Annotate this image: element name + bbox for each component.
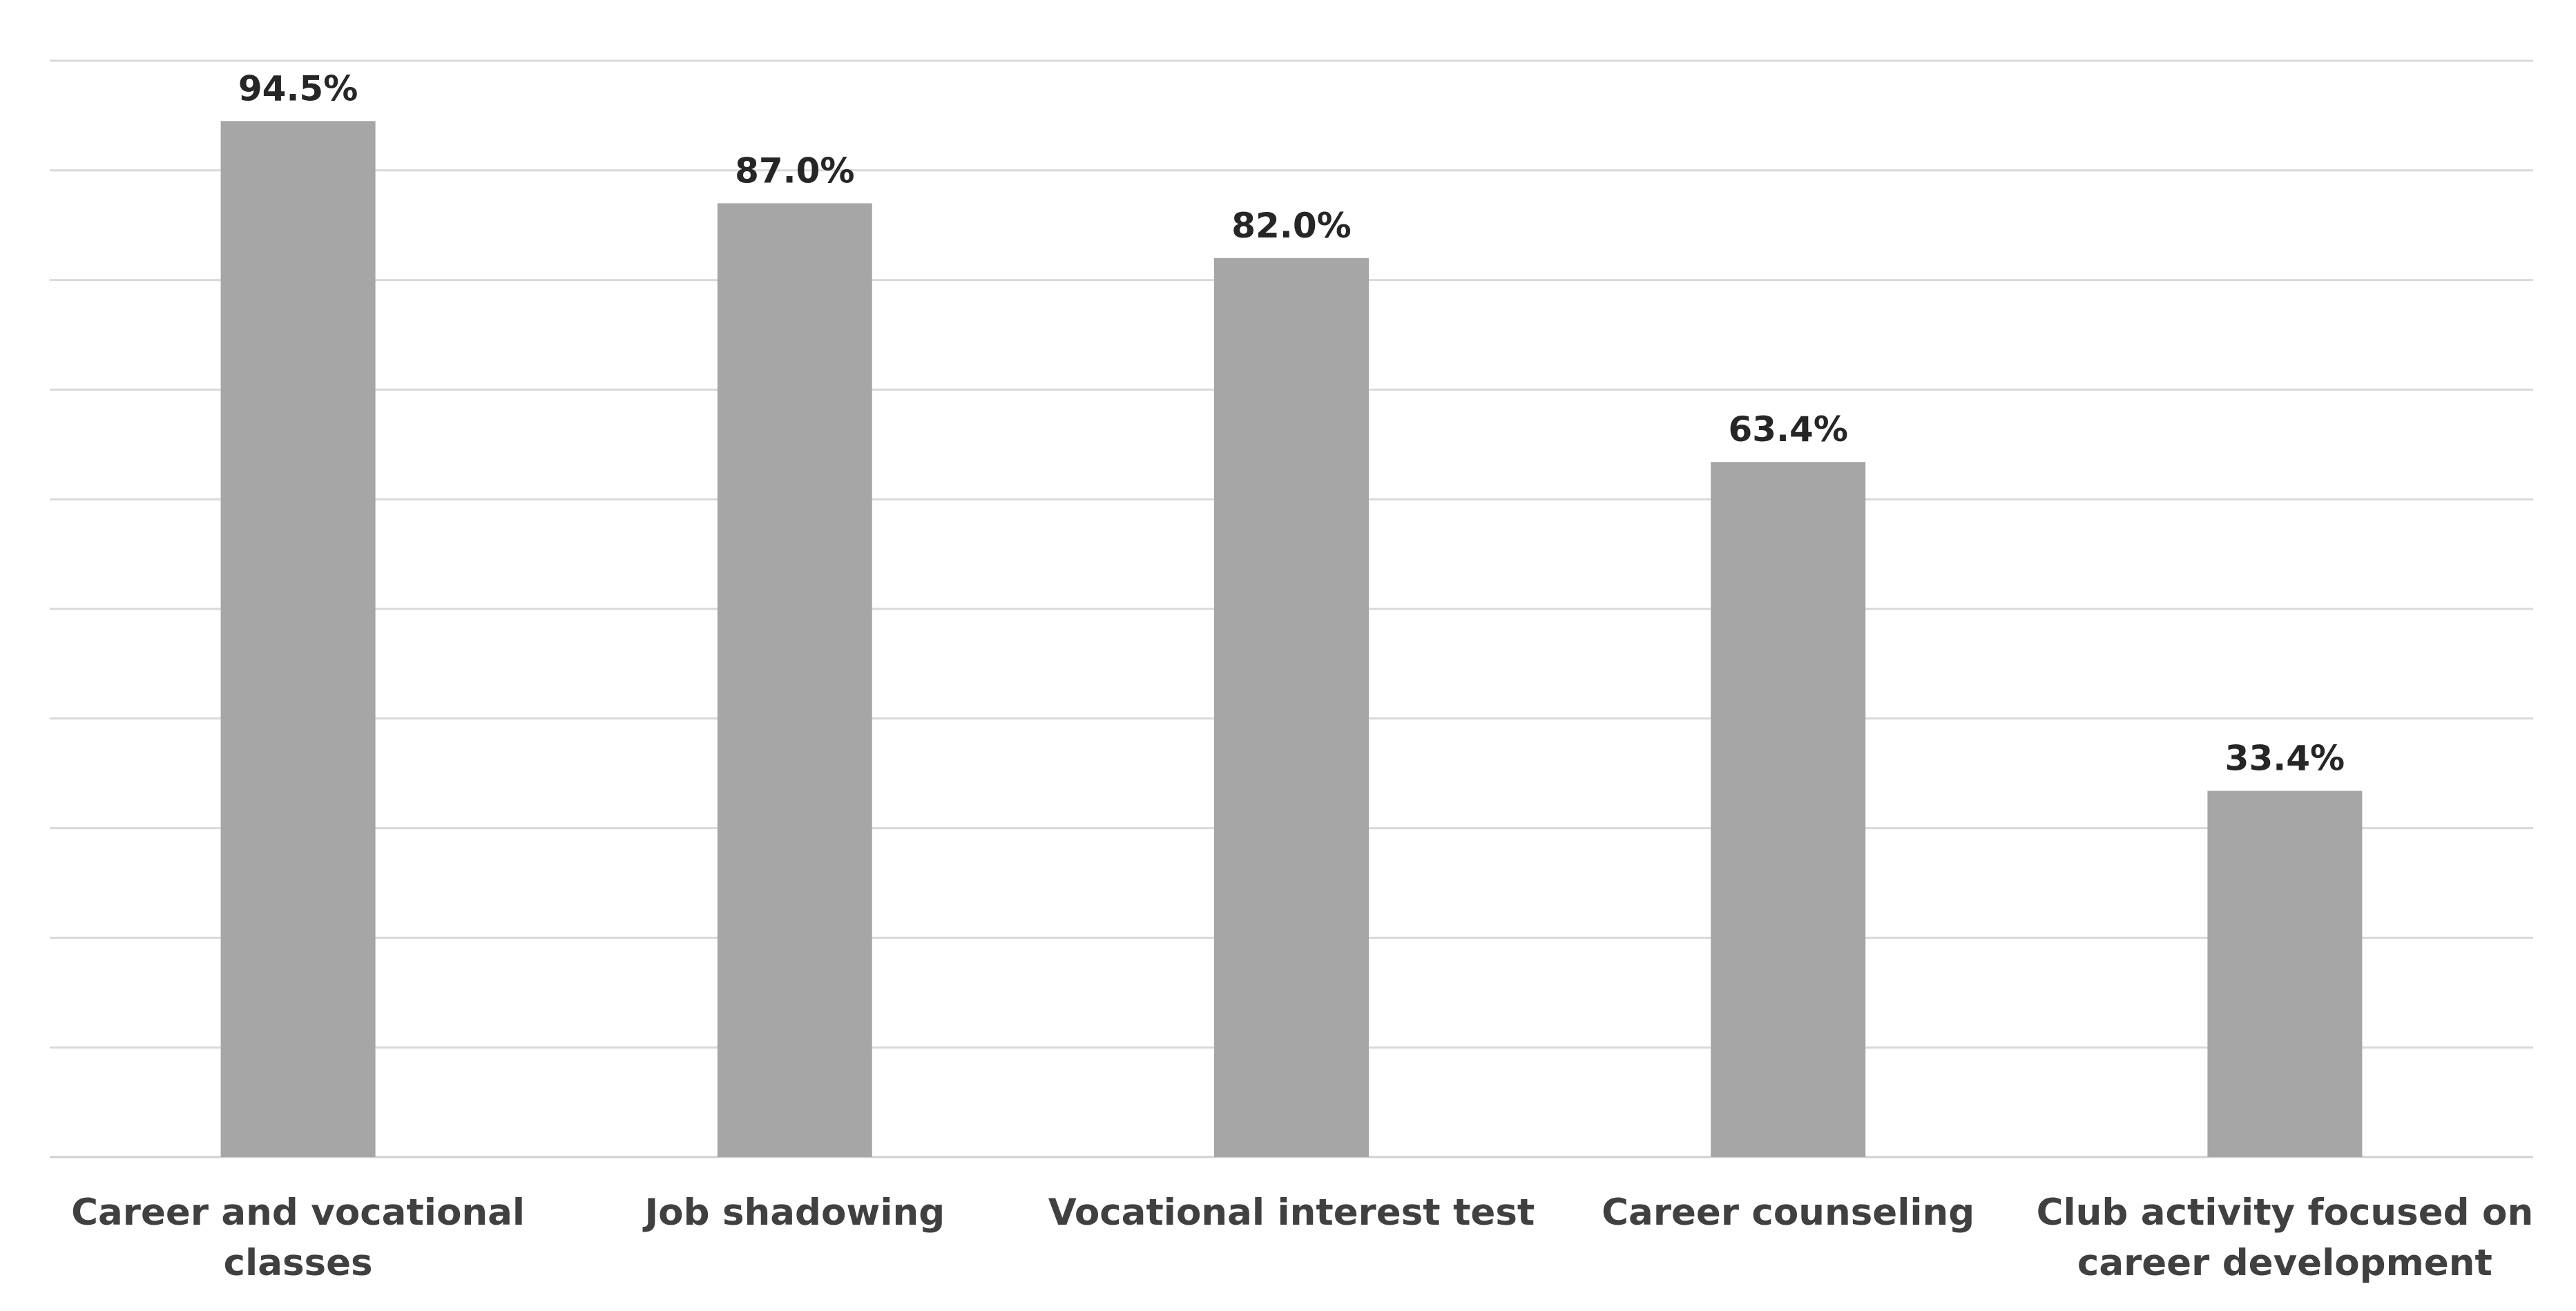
category-label-line: Job shadowing (642, 1192, 945, 1234)
category-label-line: Vocational interest test (1048, 1192, 1535, 1234)
category-label: Career and vocational classes (71, 1192, 525, 1284)
category-label-line: career development (2077, 1242, 2492, 1284)
category-label: Vocational interest test (1048, 1192, 1535, 1234)
bar (2207, 790, 2363, 1157)
category-label-line: classes (224, 1242, 373, 1284)
bars (220, 121, 2363, 1158)
category-labels: Career and vocational classes Job shadowin… (71, 1192, 2533, 1284)
category-label-line: Career counseling (1602, 1192, 1974, 1234)
category-label-line: Career and vocational (71, 1192, 525, 1234)
data-label: 33.4% (2225, 739, 2345, 779)
data-label: 82.0% (1231, 206, 1351, 246)
category-label: Job shadowing (642, 1192, 945, 1234)
data-labels: 94.5% 87.0% 82.0% 63.4% 33.4% (238, 68, 2345, 778)
data-label: 63.4% (1728, 409, 1847, 449)
data-label: 87.0% (735, 150, 854, 191)
bar (717, 203, 872, 1158)
bar (220, 121, 376, 1158)
bar (1711, 462, 1866, 1157)
bar (1214, 258, 1369, 1158)
category-label: Club activity focused on career developme… (2037, 1192, 2534, 1284)
data-label: 94.5% (238, 68, 358, 108)
category-label: Career counseling (1602, 1192, 1974, 1234)
category-label-line: Club activity focused on (2037, 1192, 2534, 1234)
